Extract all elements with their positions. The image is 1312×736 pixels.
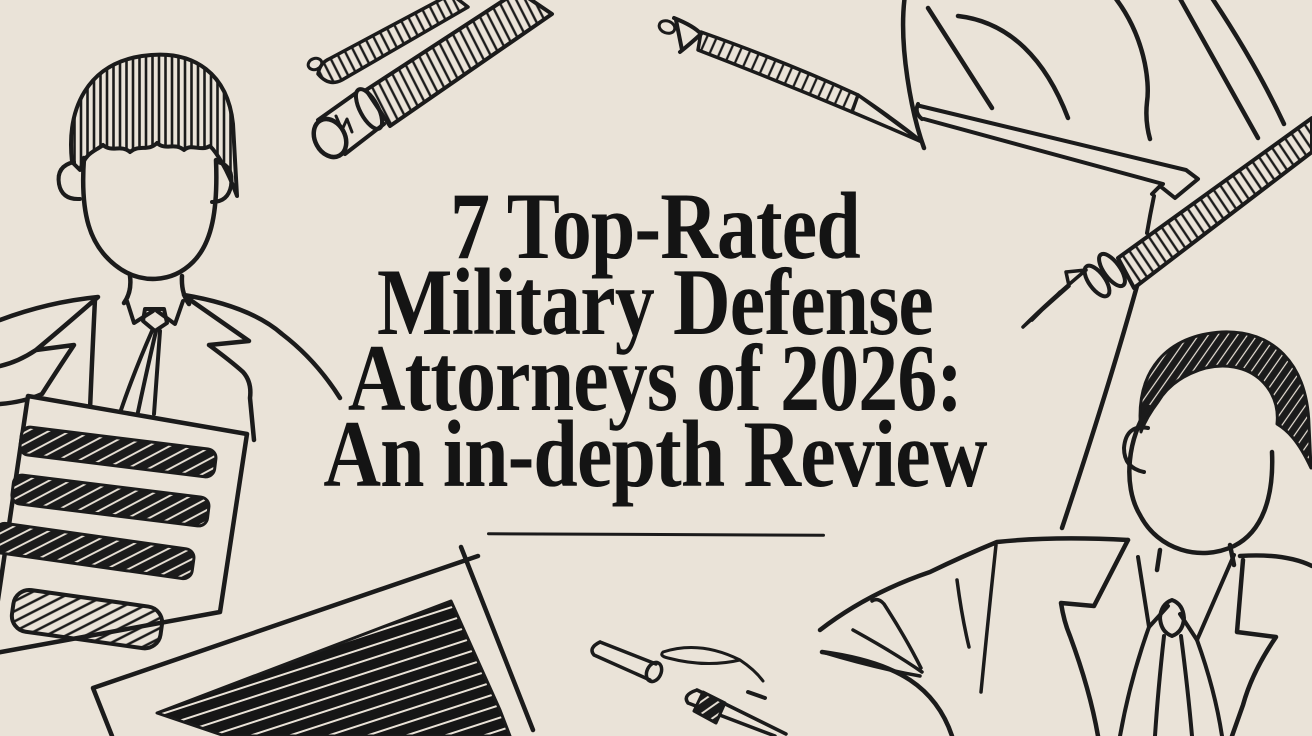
cigarettes-bottom — [590, 640, 788, 736]
page-title: 7 Top-Rated Military Defense Attorneys o… — [277, 173, 1033, 507]
attorney-bottom-right-hair — [1138, 330, 1312, 470]
fountain-pen-right — [1021, 116, 1312, 329]
attorney-bottom-right-collar — [1136, 553, 1236, 642]
small-dash — [746, 690, 767, 700]
cigarette-2-band — [692, 690, 727, 725]
photo-paper-border — [90, 544, 536, 736]
attorney-bottom-right-shirt — [1118, 625, 1224, 736]
figure-torso-curves — [900, 0, 1153, 151]
redaction-bar-1 — [18, 425, 218, 479]
attorney-top-left-hair — [69, 52, 239, 198]
title-line-1: 7 Top-Rated — [450, 173, 861, 279]
leaning-line — [1059, 283, 1140, 531]
attorney-portrait-bottom-right — [817, 330, 1312, 736]
attorney-bottom-right-arm — [819, 649, 955, 736]
redacted-photo — [90, 544, 536, 736]
pen-and-marker-top-left — [306, 0, 554, 160]
attorney-bottom-right-shoulders — [817, 536, 1312, 633]
redacted-document — [0, 393, 250, 655]
marker-cap-end — [311, 116, 349, 160]
attorney-top-left-tie — [119, 307, 169, 416]
fountain-pen-ring-1 — [1097, 251, 1127, 289]
thin-pen-loop — [306, 56, 324, 72]
attorney-bottom-right-ear — [1122, 425, 1150, 474]
attorney-bottom-right-tie-knot — [1158, 598, 1186, 638]
fountain-pen-ring-2 — [1082, 263, 1112, 299]
cigarette-1 — [590, 640, 658, 682]
redaction-bar-4 — [9, 587, 165, 651]
attorney-bottom-right-face — [1127, 404, 1275, 556]
title-line-3: Attorneys of 2026: — [347, 325, 963, 431]
attorney-portrait-top-left — [0, 52, 343, 443]
attorney-top-left-collar — [125, 299, 185, 326]
ruler-bar — [914, 102, 1200, 235]
attorney-top-left-left-ear — [56, 160, 82, 202]
fountain-pen-nib — [1021, 268, 1088, 329]
cigarette-1-end — [644, 660, 664, 684]
title-line-2: Military Defense — [376, 249, 934, 355]
attorney-bottom-right-tie — [1153, 634, 1194, 736]
attorney-top-left-suit — [0, 292, 343, 443]
pencil-cap-loop — [657, 19, 677, 35]
title-line-4: An in-depth Review — [323, 401, 987, 507]
figure-top-right — [900, 0, 1287, 531]
pencil-barrel — [696, 30, 860, 114]
leaf-loop — [660, 646, 765, 683]
fountain-pen-barrel — [1116, 116, 1312, 290]
marker-cap-squiggle — [334, 114, 354, 134]
photo-dark-area — [155, 599, 512, 736]
attorney-bottom-right-lapels — [1058, 537, 1279, 736]
attorney-bottom-right-sleeve-folds — [820, 543, 998, 694]
attorney-top-left-right-ear — [210, 160, 234, 204]
marker-barrel — [364, 0, 554, 128]
redaction-bar-3 — [0, 521, 196, 581]
redaction-bar-2 — [10, 473, 211, 528]
figure-strap-lines — [1178, 0, 1287, 141]
attorney-top-left-face — [80, 155, 219, 282]
pencil-top-center — [657, 16, 924, 144]
